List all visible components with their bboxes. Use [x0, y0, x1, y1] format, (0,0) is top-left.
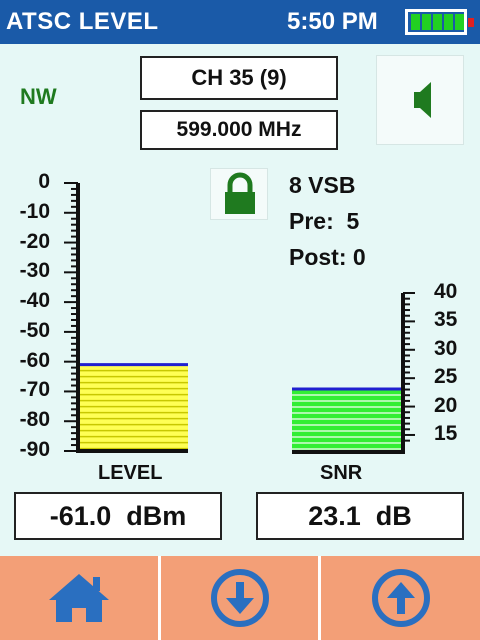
level-bar — [80, 364, 188, 451]
frequency-value: 599.000 MHz — [176, 118, 302, 141]
snr-tick-label: 25 — [434, 365, 458, 389]
snr-tick-label: 40 — [434, 280, 458, 303]
speaker-icon — [414, 82, 431, 118]
lock-indicator — [210, 168, 268, 220]
pre-value: 5 — [346, 208, 360, 234]
up-button[interactable] — [321, 556, 480, 640]
channel-box[interactable]: CH 35 (9) — [140, 56, 338, 100]
frequency-box[interactable]: 599.000 MHz — [140, 110, 338, 150]
pre-errors: Pre: 5 — [289, 208, 359, 235]
modulation-label: 8 VSB — [289, 172, 356, 198]
snr-axis-label: SNR — [320, 462, 363, 484]
snr-readout: 23.1 dB — [256, 492, 464, 540]
pre-label: Pre: — [289, 208, 334, 234]
clock: 5:50 PM — [287, 8, 378, 35]
lock-icon — [225, 172, 255, 214]
home-button[interactable] — [0, 556, 161, 640]
home-icon — [49, 574, 109, 622]
down-button[interactable] — [161, 556, 321, 640]
level-tick-label: -80 — [19, 408, 50, 432]
snr-readout-value: 23.1 dB — [308, 500, 412, 531]
battery-icon — [405, 9, 474, 35]
audio-button[interactable] — [376, 55, 464, 145]
level-tick-label: -50 — [19, 318, 50, 342]
level-tick-label: 0 — [38, 170, 50, 193]
post-errors: Post: 0 — [289, 244, 366, 271]
snr-tick-label: 15 — [434, 421, 458, 445]
level-meter — [64, 182, 188, 453]
arrow-down-icon — [210, 569, 269, 627]
post-value: 0 — [352, 244, 366, 270]
snr-bar — [292, 388, 401, 452]
level-axis-label: LEVEL — [98, 462, 163, 484]
level-readout-value: -61.0 dBm — [49, 500, 187, 531]
level-tick-label: -10 — [19, 199, 50, 223]
snr-meter — [292, 292, 415, 454]
level-tick-label: -60 — [19, 348, 50, 372]
title-bar: ATSC LEVEL 5:50 PM — [0, 0, 480, 44]
level-readout: -61.0 dBm — [14, 492, 222, 540]
nav-bar — [0, 556, 480, 640]
snr-tick-label: 35 — [434, 308, 458, 332]
snr-tick-label: 20 — [434, 393, 458, 417]
level-tick-label: -20 — [19, 229, 50, 253]
snr-tick-label: 30 — [434, 336, 458, 360]
level-tick-label: -70 — [19, 378, 50, 402]
direction-label: NW — [20, 84, 57, 109]
post-label: Post: — [289, 244, 347, 270]
screen-title: ATSC LEVEL — [6, 8, 159, 35]
level-tick-label: -30 — [19, 259, 50, 283]
channel-value: CH 35 (9) — [191, 65, 287, 90]
arrow-up-icon — [371, 569, 430, 627]
level-tick-label: -40 — [19, 289, 50, 313]
level-tick-label: -90 — [19, 438, 50, 461]
